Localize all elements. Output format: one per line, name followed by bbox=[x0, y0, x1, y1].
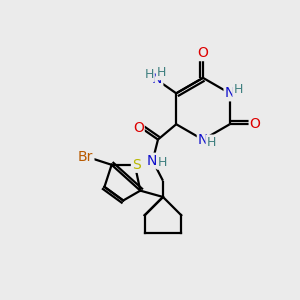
Text: O: O bbox=[198, 46, 208, 60]
Text: H: H bbox=[233, 83, 243, 96]
Text: N: N bbox=[225, 86, 235, 100]
Text: S: S bbox=[132, 158, 141, 172]
Text: H: H bbox=[207, 136, 216, 148]
Text: O: O bbox=[133, 122, 144, 135]
Text: H: H bbox=[158, 156, 167, 169]
Text: O: O bbox=[250, 117, 260, 131]
Text: N: N bbox=[198, 133, 208, 147]
Text: H: H bbox=[144, 68, 154, 81]
Text: N: N bbox=[147, 154, 157, 168]
Text: N: N bbox=[152, 73, 162, 86]
Text: H: H bbox=[157, 66, 166, 79]
Text: Br: Br bbox=[78, 150, 93, 164]
